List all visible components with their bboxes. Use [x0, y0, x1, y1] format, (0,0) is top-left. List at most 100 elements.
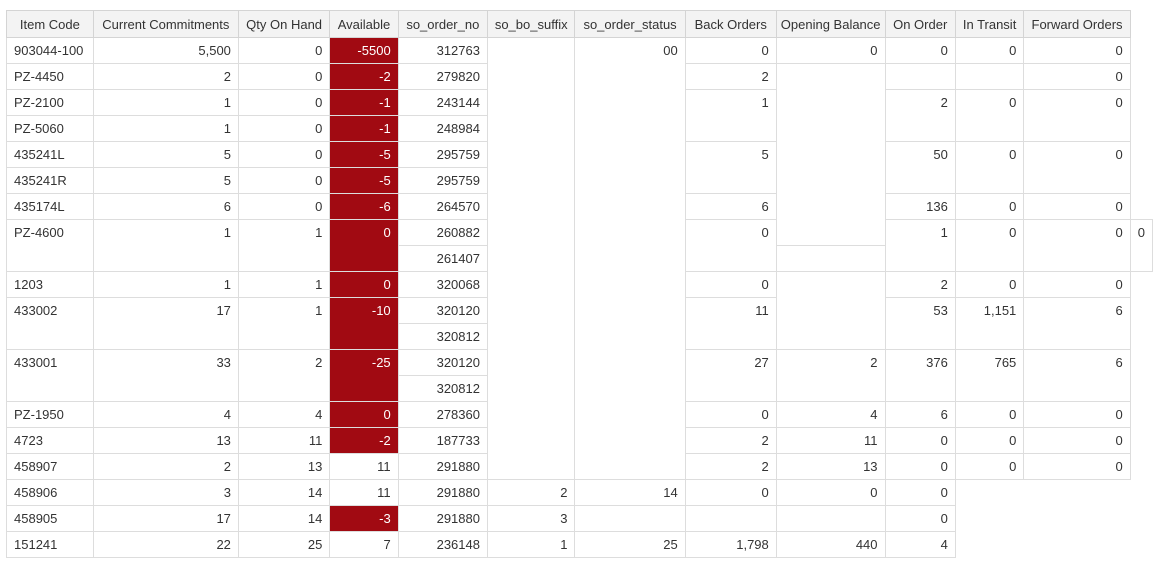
in-transit-cell[interactable]: 0 [775, 479, 886, 506]
item-code-cell[interactable]: 433002 [6, 297, 94, 350]
available-cell[interactable]: -5 [329, 141, 399, 168]
so-bo-suffix-cell[interactable] [486, 37, 576, 480]
col-header-available[interactable]: Available [329, 10, 399, 38]
commitments-cell[interactable]: 4 [92, 401, 239, 428]
forward-orders-cell[interactable]: 0 [1023, 37, 1131, 64]
in-transit-cell[interactable]: 0 [954, 271, 1025, 298]
so-order-no-cell[interactable]: 279820 [397, 63, 488, 90]
forward-orders-cell[interactable]: 0 [1023, 141, 1131, 194]
in-transit-cell[interactable]: 0 [954, 453, 1025, 480]
table-row-continuation[interactable]: 320812 [7, 323, 1153, 350]
so-order-no-cell[interactable]: 320812 [397, 375, 488, 402]
on-hand-cell[interactable]: 0 [237, 115, 331, 142]
on-order-cell[interactable]: 0 [884, 37, 956, 64]
so-order-no-cell[interactable]: 291880 [397, 453, 488, 480]
available-cell[interactable]: -1 [329, 89, 399, 116]
forward-orders-cell[interactable]: 0 [1023, 453, 1131, 480]
back-orders-cell[interactable]: 11 [684, 297, 777, 350]
forward-orders-cell[interactable]: 0 [1023, 89, 1131, 142]
opening-balance-cell[interactable] [574, 505, 686, 532]
opening-balance-cell[interactable]: 1 [884, 219, 956, 272]
on-hand-cell[interactable]: 0 [237, 141, 331, 168]
table-row[interactable]: 151241 22 25 7 236148 1 25 1,798 440 4 [6, 531, 1153, 558]
on-order-cell[interactable]: 1,798 [684, 531, 777, 558]
available-cell[interactable]: 11 [329, 453, 399, 480]
back-orders-cell[interactable]: 2 [684, 63, 777, 90]
on-hand-cell[interactable]: 0 [237, 167, 331, 194]
col-header-on-order[interactable]: On Order [884, 10, 956, 38]
commitments-cell[interactable]: 13 [92, 427, 239, 454]
item-code-cell[interactable]: 1203 [6, 271, 94, 298]
so-order-no-cell[interactable]: 187733 [397, 427, 488, 454]
on-hand-cell[interactable]: 0 [237, 193, 331, 220]
commitments-cell[interactable]: 1 [92, 89, 239, 116]
available-cell[interactable]: -10 [329, 297, 399, 350]
item-code-cell[interactable]: 903044-100 [6, 37, 94, 64]
so-order-no-cell[interactable]: 236148 [397, 531, 488, 558]
back-orders-cell[interactable]: 3 [486, 505, 576, 532]
commitments-cell[interactable]: 3 [92, 479, 239, 506]
so-order-no-cell[interactable]: 291880 [397, 479, 488, 506]
on-order-cell[interactable] [884, 63, 956, 90]
so-order-no-cell[interactable]: 278360 [397, 401, 488, 428]
on-hand-cell[interactable]: 14 [237, 505, 331, 532]
col-header-qty-on-hand[interactable]: Qty On Hand [237, 10, 331, 38]
on-hand-cell[interactable]: 0 [237, 37, 331, 64]
available-cell[interactable]: -2 [329, 427, 399, 454]
on-hand-cell[interactable]: 1 [237, 219, 331, 272]
on-hand-cell[interactable]: 1 [237, 271, 331, 298]
item-code-cell[interactable]: 151241 [6, 531, 94, 558]
forward-orders-cell[interactable]: 0 [1023, 427, 1131, 454]
on-hand-cell[interactable]: 11 [237, 427, 331, 454]
table-row[interactable]: 458907 2 13 11 291880 2 13 0 0 0 [6, 453, 1153, 480]
forward-orders-cell[interactable]: 0 [1023, 401, 1131, 428]
on-order-cell[interactable]: 136 [884, 193, 956, 220]
commitments-cell[interactable]: 1 [92, 219, 239, 272]
commitments-cell[interactable]: 17 [92, 297, 239, 350]
item-code-cell[interactable]: PZ-5060 [6, 115, 94, 142]
item-code-cell[interactable]: 458905 [6, 505, 94, 532]
in-transit-cell[interactable] [954, 63, 1025, 90]
col-header-forward-orders[interactable]: Forward Orders [1023, 10, 1131, 38]
so-order-no-cell[interactable]: 320812 [397, 323, 488, 350]
so-order-status-cell[interactable]: 00 [574, 37, 686, 480]
col-header-current-commitments[interactable]: Current Commitments [92, 10, 239, 38]
forward-orders-cell[interactable]: 0 [1129, 219, 1153, 272]
so-order-no-cell[interactable]: 261407 [397, 245, 488, 272]
commitments-cell[interactable]: 33 [92, 349, 239, 402]
forward-orders-cell[interactable]: 0 [1023, 63, 1131, 90]
on-hand-cell[interactable]: 14 [237, 479, 331, 506]
available-cell[interactable]: -1 [329, 115, 399, 142]
col-header-in-transit[interactable]: In Transit [954, 10, 1025, 38]
in-transit-cell[interactable]: 765 [954, 349, 1025, 402]
opening-balance-cell[interactable]: 2 [775, 349, 886, 402]
so-order-no-cell[interactable]: 320120 [397, 349, 488, 376]
in-transit-cell[interactable]: 0 [954, 193, 1025, 220]
table-row[interactable]: 433002 17 1 -10 320120 11 53 1,151 6 [6, 297, 1153, 350]
in-transit-cell[interactable]: 0 [1023, 219, 1131, 272]
col-header-so-order-status[interactable]: so_order_status [574, 10, 686, 38]
commitments-cell[interactable]: 5 [92, 167, 239, 194]
item-code-cell[interactable]: 435174L [6, 193, 94, 220]
back-orders-cell[interactable]: 0 [684, 401, 777, 428]
table-row-continuation[interactable]: 320812 [7, 375, 1153, 402]
on-order-cell[interactable] [684, 505, 777, 532]
commitments-cell[interactable]: 1 [92, 115, 239, 142]
available-cell[interactable]: 0 [329, 401, 399, 428]
back-orders-cell[interactable]: 0 [684, 271, 777, 298]
available-cell[interactable]: 11 [329, 479, 399, 506]
commitments-cell[interactable]: 2 [92, 63, 239, 90]
back-orders-cell[interactable]: 0 [684, 37, 777, 64]
commitments-cell[interactable]: 2 [92, 453, 239, 480]
item-code-cell[interactable]: PZ-2100 [6, 89, 94, 116]
commitments-cell[interactable]: 6 [92, 193, 239, 220]
opening-balance-cell[interactable] [775, 271, 886, 350]
so-order-no-cell[interactable]: 312763 [397, 37, 488, 64]
so-order-no-cell[interactable]: 243144 [397, 89, 488, 116]
forward-orders-cell[interactable]: 0 [1023, 193, 1131, 220]
table-row[interactable]: PZ-5060 1 0 -1 248984 [6, 115, 1153, 142]
col-header-so-bo-suffix[interactable]: so_bo_suffix [486, 10, 576, 38]
item-code-cell[interactable]: PZ-4600 [6, 219, 94, 272]
back-orders-cell[interactable]: 27 [684, 349, 777, 402]
on-order-cell[interactable]: 0 [884, 453, 956, 480]
